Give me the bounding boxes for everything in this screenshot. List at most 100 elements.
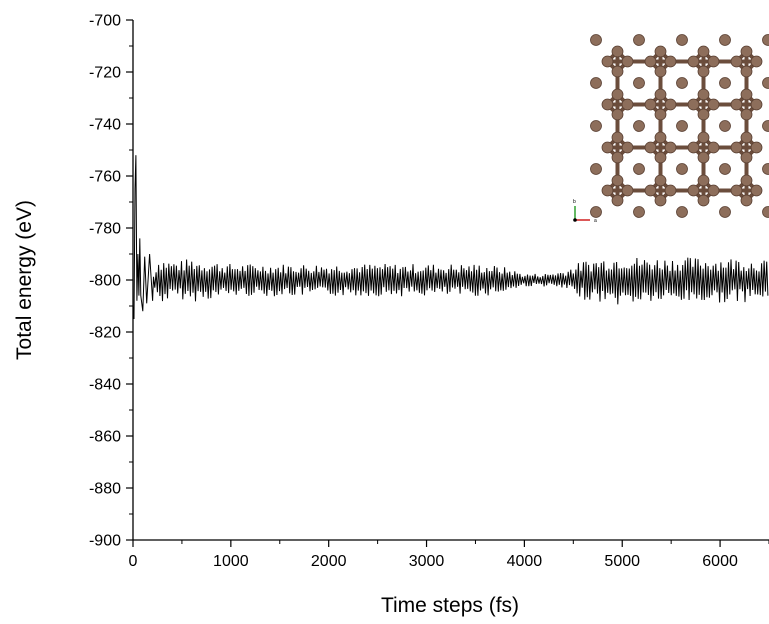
inset-atom (611, 151, 624, 164)
crystal-axes-indicator: a b (573, 199, 597, 224)
inset-atom (654, 108, 667, 121)
inset-atom (740, 174, 753, 187)
inset-atom (740, 108, 753, 121)
inset-atom (697, 88, 710, 101)
inset-atom (697, 194, 710, 207)
inset-atom (719, 163, 731, 175)
y-tick-label: -860 (89, 429, 121, 446)
inset-atom (644, 55, 657, 68)
inset-atom (644, 98, 657, 111)
inset-atom (590, 206, 602, 218)
crystal-axis-origin (573, 218, 577, 222)
x-axis-ticks (132, 540, 769, 547)
inset-atom (730, 141, 743, 154)
inset-atom (740, 131, 753, 144)
y-tick-label: -740 (89, 117, 121, 134)
inset-atom (611, 108, 624, 121)
inset-atom (719, 120, 731, 132)
inset-atom (611, 45, 624, 58)
inset-atom (719, 34, 731, 46)
inset-atom (590, 163, 602, 175)
inset-atom (676, 120, 688, 132)
x-tick-label: 1000 (213, 553, 249, 570)
inset-atom (762, 206, 769, 218)
crystal-axis-b-label: b (573, 199, 576, 205)
y-axis-title: Total energy (eV) (13, 200, 36, 360)
inset-atom (654, 151, 667, 164)
inset-atom (654, 194, 667, 207)
inset-atom (611, 65, 624, 78)
inset-atom (654, 45, 667, 58)
inset-atom (633, 120, 645, 132)
inset-atom (697, 151, 710, 164)
inset-atom (664, 184, 677, 197)
inset-atom (697, 131, 710, 144)
inset-atom (621, 55, 634, 68)
inset-atom (676, 34, 688, 46)
inset-atom (664, 141, 677, 154)
inset-atom (590, 120, 602, 132)
inset-atom (762, 120, 769, 132)
inset-atom (730, 55, 743, 68)
inset-atom (601, 184, 614, 197)
y-tick-label: -820 (89, 325, 121, 342)
inset-atom (740, 65, 753, 78)
x-axis-title: Time steps (fs) (381, 594, 519, 617)
inset-atom (687, 98, 700, 111)
inset-atom (730, 184, 743, 197)
inset-atom (654, 88, 667, 101)
crystal-axis-a-label: a (594, 218, 597, 224)
inset-atom (740, 88, 753, 101)
inset-atom (740, 45, 753, 58)
inset-atom (697, 45, 710, 58)
inset-atom (644, 141, 657, 154)
inset-atom (611, 88, 624, 101)
x-tick-label: 0 (129, 553, 138, 570)
inset-atom (644, 184, 657, 197)
inset-atom (719, 77, 731, 89)
inset-atom (707, 141, 720, 154)
inset-atom (601, 141, 614, 154)
inset-atom (707, 98, 720, 111)
inset-atom (664, 55, 677, 68)
inset-atom (687, 55, 700, 68)
inset-atom (601, 55, 614, 68)
inset-atom (750, 141, 763, 154)
x-tick-label: 3000 (409, 553, 445, 570)
inset-atom (633, 163, 645, 175)
inset-atom (621, 184, 634, 197)
inset-atom (611, 174, 624, 187)
inset-atom (762, 34, 769, 46)
inset-atom (654, 65, 667, 78)
inset-atom (762, 163, 769, 175)
x-tick-label: 2000 (311, 553, 347, 570)
inset-atoms (590, 34, 769, 218)
inset-atom (611, 131, 624, 144)
inset-atom (621, 98, 634, 111)
inset-atom (697, 65, 710, 78)
x-axis-tick-labels: 0 1000 2000 3000 4000 5000 6000 (129, 553, 738, 570)
inset-atom (654, 174, 667, 187)
y-tick-label: -840 (89, 377, 121, 394)
x-tick-label: 6000 (702, 553, 738, 570)
inset-atom (730, 98, 743, 111)
y-tick-label: -760 (89, 169, 121, 186)
y-axis-ticks (126, 19, 133, 541)
inset-atom (697, 108, 710, 121)
y-tick-label: -720 (89, 65, 121, 82)
y-tick-label: -780 (89, 221, 121, 238)
inset-atom (697, 174, 710, 187)
inset-atom (676, 77, 688, 89)
inset-atom (633, 34, 645, 46)
inset-atom (762, 77, 769, 89)
x-tick-label: 5000 (604, 553, 640, 570)
inset-atom (676, 206, 688, 218)
inset-atom (621, 141, 634, 154)
inset-atom (633, 206, 645, 218)
inset-atom (750, 184, 763, 197)
inset-atom (750, 55, 763, 68)
inset-atom (664, 98, 677, 111)
inset-atom (740, 151, 753, 164)
inset-atom (633, 77, 645, 89)
